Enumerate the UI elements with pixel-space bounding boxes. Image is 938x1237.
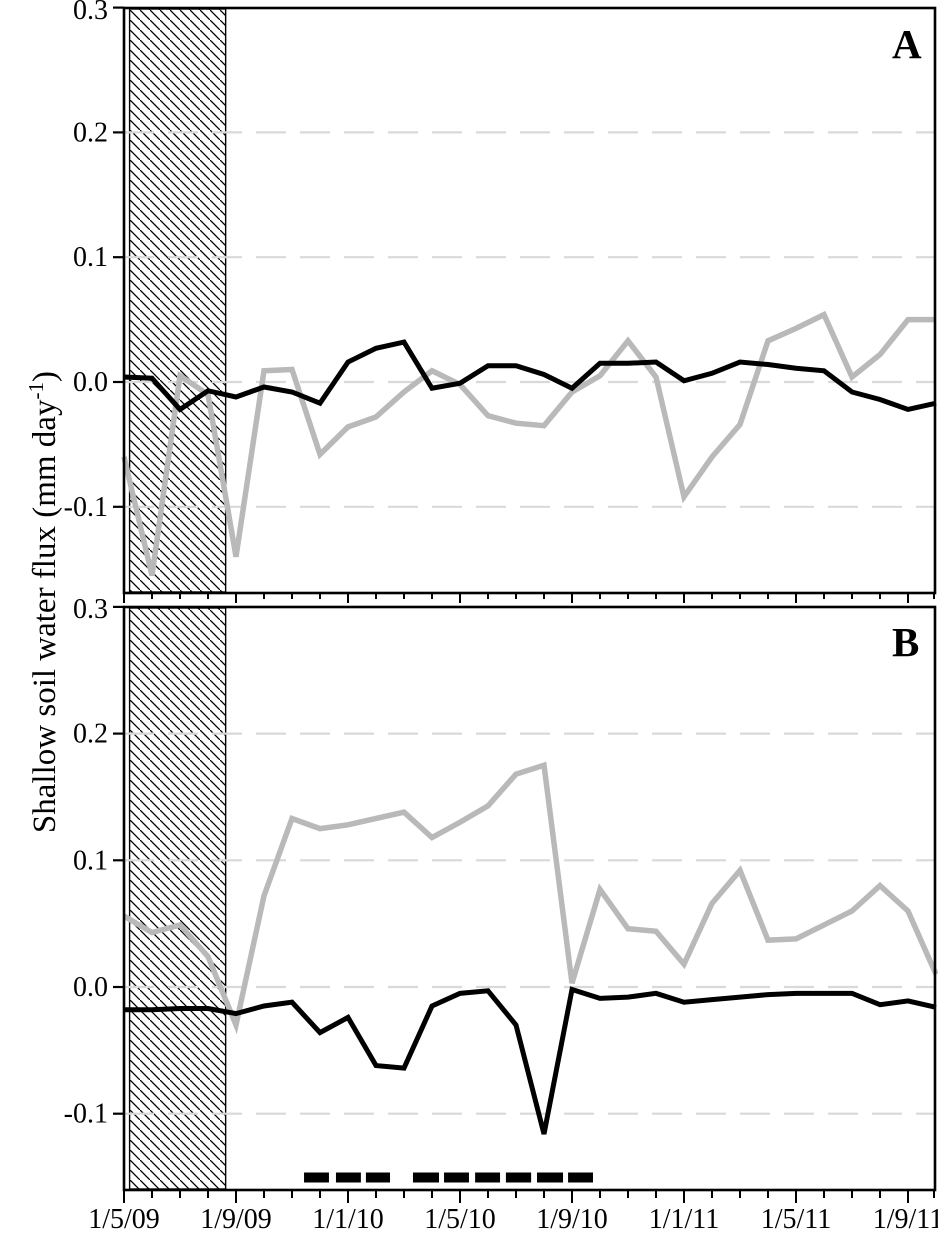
- panel-b: 0.3 0.2 0.1 0.0 -0.1 1/5/09 1/9/09 1/1/10 1/5/10…: [64, 594, 938, 1235]
- x-tick-label: 1/1/10: [312, 1204, 384, 1235]
- x-tick-label: 1/9/09: [200, 1204, 272, 1235]
- x-tick-label: 1/5/09: [88, 1204, 160, 1235]
- hatched-region: [128, 607, 227, 1190]
- y-tick-label: 0.2: [73, 719, 108, 750]
- panel-frame: [122, 6, 937, 595]
- x-tick-label: 1/9/11: [873, 1204, 938, 1235]
- y-axis-title: Shallow soil water flux (mm day-1): [14, 282, 63, 922]
- y-tick-label: 0.1: [73, 845, 108, 876]
- black-line-panel-a: [123, 339, 937, 413]
- x-tick-label: 1/9/10: [536, 1204, 608, 1235]
- marker-dash: [335, 1172, 361, 1183]
- y-axis: 0.3 0.2 0.1 0.0 -0.1: [64, 594, 124, 1130]
- gridlines: [124, 732, 935, 1115]
- marker-dash: [412, 1172, 439, 1183]
- panel-a: 0.3 0.2 0.1 0.0 -0.1: [64, 0, 937, 603]
- hatched-region: [128, 8, 227, 593]
- y-tick-label: 0.0: [73, 367, 108, 398]
- panel-frame: [122, 605, 937, 1192]
- y-tick-label: -0.1: [64, 492, 108, 523]
- marker-dash: [304, 1172, 329, 1183]
- x-tick-label: 1/1/11: [649, 1204, 720, 1235]
- marker-dash: [568, 1172, 593, 1183]
- panel-b-label: B: [892, 619, 920, 665]
- y-axis: 0.3 0.2 0.1 0.0 -0.1: [64, 0, 124, 523]
- gray-line-panel-a: [121, 310, 936, 577]
- y-tick-label: 0.1: [73, 242, 108, 273]
- y-tick-label: 0.3: [73, 0, 108, 26]
- marker-dash: [365, 1172, 390, 1183]
- y-tick-label: -0.1: [64, 1099, 108, 1130]
- y-tick-label: 0.0: [73, 972, 108, 1003]
- x-tick-label: 1/5/10: [424, 1204, 496, 1235]
- marker-dash: [537, 1172, 564, 1183]
- y-tick-label: 0.3: [73, 594, 108, 625]
- x-tick-label: 1/5/11: [761, 1204, 832, 1235]
- gridlines: [124, 131, 935, 508]
- black-line-panel-b: [124, 986, 937, 1135]
- y-axis-title-superscript: -1: [24, 381, 48, 400]
- marker-dash: [475, 1172, 501, 1183]
- marker-dash: [444, 1172, 469, 1183]
- marker-dash: [505, 1172, 532, 1183]
- dashed-marker-bar: [304, 1172, 593, 1183]
- y-axis-title-close: ): [27, 370, 63, 382]
- panel-a-label: A: [892, 21, 922, 67]
- x-axis-labels: 1/5/09 1/9/09 1/1/10 1/5/10 1/9/10 1/1/11 1/5/…: [88, 1204, 938, 1235]
- y-tick-label: 0.2: [73, 117, 108, 148]
- y-axis-title-text: Shallow soil water flux (mm day: [27, 399, 63, 834]
- x-axis-ticks: [123, 1190, 935, 1203]
- x-axis-ticks: [123, 593, 935, 603]
- gray-line-panel-b: [122, 761, 938, 1035]
